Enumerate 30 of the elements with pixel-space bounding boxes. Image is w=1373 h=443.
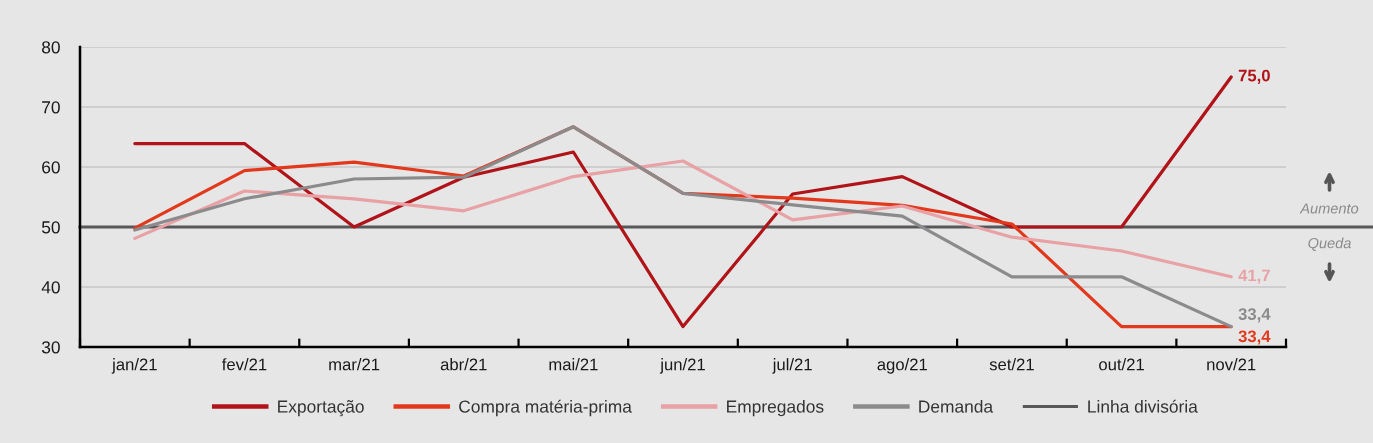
- data-label: 33,4: [1238, 330, 1271, 345]
- x-tick-label: fev/21: [221, 358, 267, 371]
- line-series: [133, 75, 1233, 329]
- x-tick-label: ago/21: [877, 358, 927, 374]
- y-tick-label: 60: [42, 161, 60, 174]
- x-tick-label: abr/21: [440, 358, 487, 371]
- x-tick-label: set/21: [989, 358, 1034, 371]
- x-tick-label: jun/21: [659, 358, 705, 374]
- y-tick-label: 50: [41, 221, 60, 234]
- y-tick-label: 40: [41, 281, 60, 294]
- x-tick-label: nov/21: [1207, 358, 1256, 371]
- legend-label: Compra matéria-prima: [459, 399, 632, 417]
- data-label: 41,7: [1238, 269, 1270, 284]
- text: Aumento: [1299, 203, 1359, 214]
- x-tick-label: mai/21: [549, 358, 598, 371]
- x-tick-label: mar/21: [329, 358, 380, 371]
- data-label: 33,4: [1238, 308, 1271, 323]
- x-tick-label: jan/21: [111, 358, 157, 374]
- data-label: 75,0: [1238, 69, 1270, 84]
- text: Queda: [1308, 237, 1351, 251]
- legend-label: Empregados: [727, 399, 824, 417]
- y-tick-label: 70: [42, 101, 60, 114]
- y-tick-label: 30: [41, 341, 60, 354]
- x-tick-label: jul/21: [772, 358, 812, 374]
- legend-label: Linha divisória: [1088, 399, 1198, 413]
- x-tick-label: out/21: [1099, 358, 1144, 371]
- legend-label: Exportação: [278, 400, 364, 417]
- legend-label: Demanda: [919, 399, 994, 413]
- y-tick-label: 80: [42, 41, 60, 54]
- line-series: [133, 159, 1233, 279]
